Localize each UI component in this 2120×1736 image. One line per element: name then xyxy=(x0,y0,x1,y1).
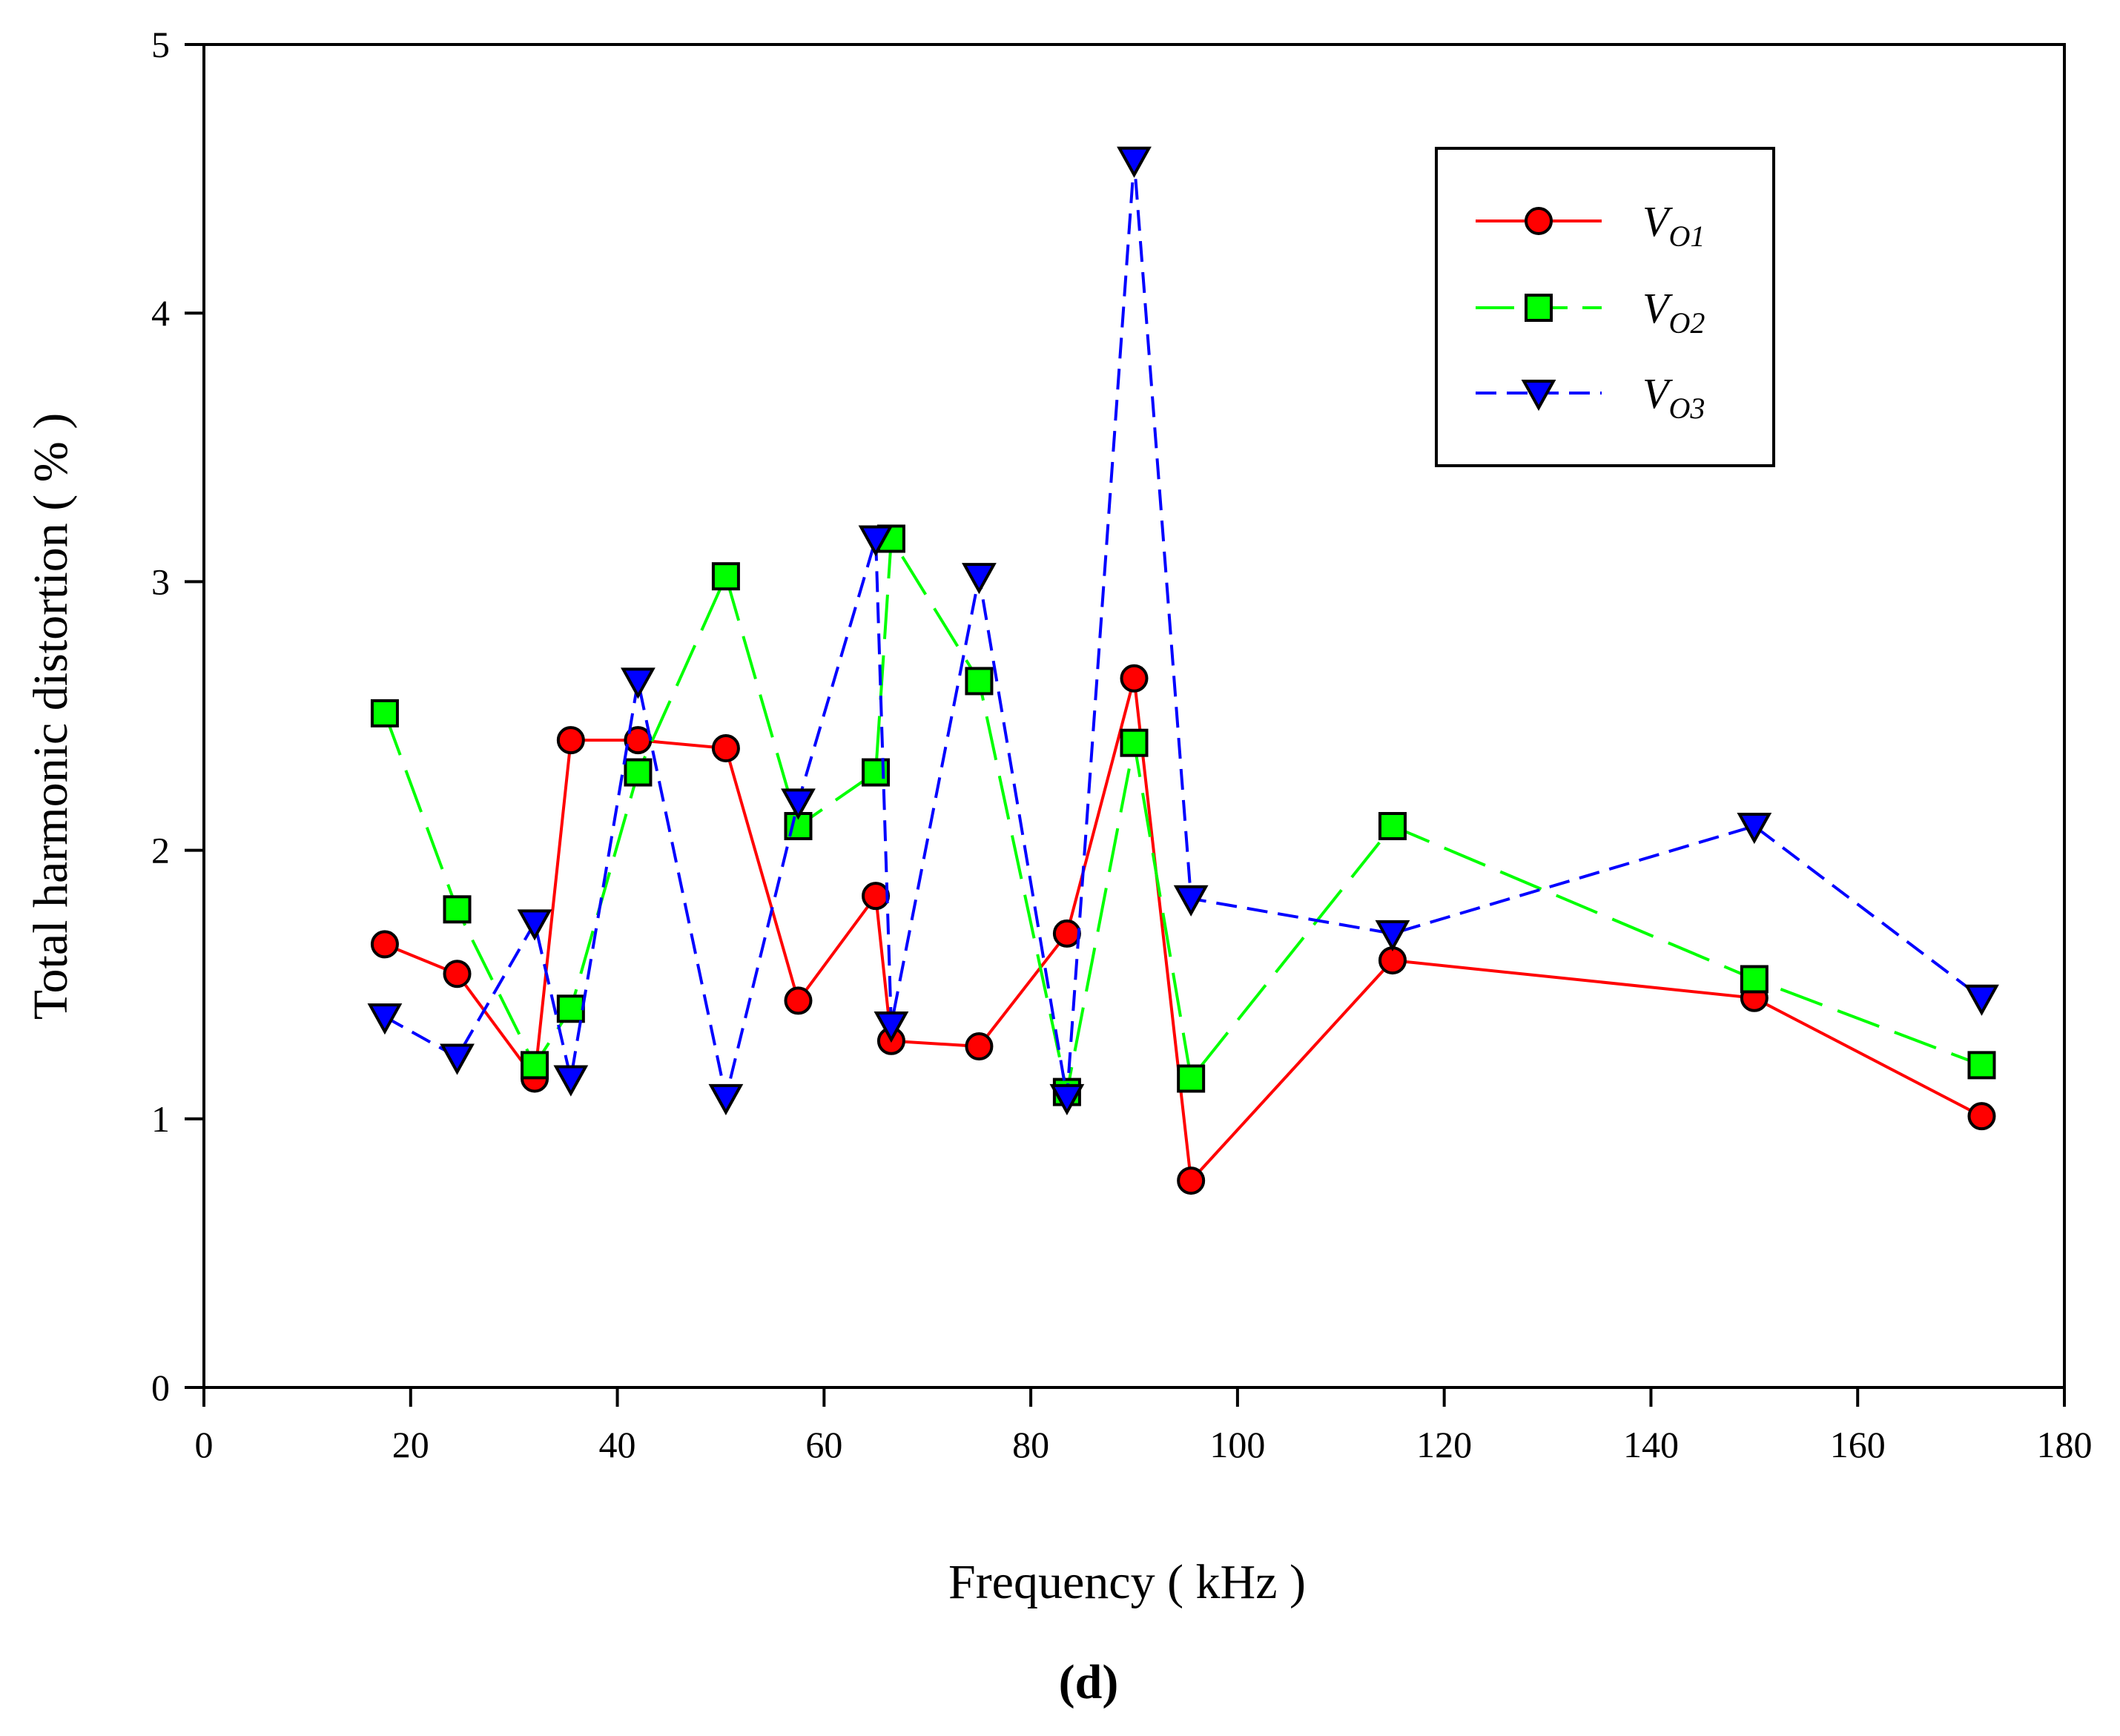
data-point-o1 xyxy=(862,882,891,911)
x-tick-label: 60 xyxy=(805,1424,842,1465)
data-point-o3 xyxy=(1964,984,1999,1016)
y-axis: 0 1 2 3 4 5 xyxy=(151,24,204,1408)
data-point-o1 xyxy=(784,986,813,1015)
data-point-o2 xyxy=(1177,1064,1206,1093)
legend: VO1 VO2 VO3 xyxy=(1435,147,1775,467)
legend-label: VO2 xyxy=(1642,284,1705,340)
data-point-o3 xyxy=(708,1083,744,1115)
x-tick-label: 0 xyxy=(195,1424,214,1465)
data-point-o3 xyxy=(1049,1083,1085,1115)
data-point-o3 xyxy=(962,563,997,595)
legend-marker xyxy=(1521,380,1556,412)
x-tick-label: 120 xyxy=(1416,1424,1472,1465)
data-point-o3 xyxy=(621,667,656,699)
data-point-o1 xyxy=(1052,919,1081,948)
x-tick-label: 160 xyxy=(1830,1424,1886,1465)
x-tick-label: 140 xyxy=(1623,1424,1679,1465)
data-point-o1 xyxy=(1378,946,1407,975)
data-point-o3 xyxy=(1737,813,1772,845)
data-point-o2 xyxy=(1740,965,1769,994)
data-point-o3 xyxy=(367,1003,403,1035)
data-point-o2 xyxy=(443,895,472,924)
legend-marker xyxy=(1525,207,1553,235)
data-point-o2 xyxy=(1378,812,1407,841)
data-point-o2 xyxy=(1120,728,1149,757)
data-point-o1 xyxy=(556,726,585,755)
series-line-o1 xyxy=(384,678,1983,1184)
data-point-o3 xyxy=(1375,920,1410,952)
data-point-o1 xyxy=(1177,1166,1206,1195)
data-point-o1 xyxy=(711,733,740,762)
legend-item-o2: VO2 xyxy=(1476,284,1705,340)
legend-marker xyxy=(1525,294,1553,322)
panel-label: (d) xyxy=(1059,1655,1119,1709)
x-tick-label: 20 xyxy=(392,1424,429,1465)
data-point-o1 xyxy=(370,930,399,959)
data-point-o3 xyxy=(874,1011,909,1043)
x-axis: 0 20 40 60 80 100 120 140 160 180 xyxy=(195,1387,2093,1465)
data-point-o1 xyxy=(1967,1102,1996,1131)
legend-item-o1: VO1 xyxy=(1476,197,1705,253)
y-tick-label: 1 xyxy=(151,1098,170,1140)
x-tick-label: 100 xyxy=(1209,1424,1265,1465)
data-point-o1 xyxy=(443,960,472,989)
data-point-o2 xyxy=(370,699,399,727)
data-point-o3 xyxy=(1117,146,1152,178)
x-tick-label: 40 xyxy=(599,1424,636,1465)
y-tick-label: 3 xyxy=(151,561,170,602)
data-point-o3 xyxy=(517,909,552,941)
series-layer xyxy=(367,146,1999,1195)
series-o1 xyxy=(370,664,1996,1195)
data-point-o2 xyxy=(624,758,653,787)
y-tick-label: 0 xyxy=(151,1367,170,1408)
data-point-o3 xyxy=(781,788,816,820)
series-o2 xyxy=(370,524,1996,1106)
y-tick-label: 4 xyxy=(151,292,170,334)
data-point-o2 xyxy=(965,667,994,696)
plot-frame xyxy=(202,43,2066,1389)
data-point-o2 xyxy=(1967,1051,1996,1080)
x-axis-title: Frequency ( kHz ) xyxy=(948,1555,1306,1609)
data-point-o1 xyxy=(965,1032,994,1061)
data-point-o3 xyxy=(1173,885,1209,917)
x-tick-label: 180 xyxy=(2037,1424,2093,1465)
data-point-o3 xyxy=(858,525,894,557)
data-point-o3 xyxy=(553,1065,589,1097)
series-line-o3 xyxy=(383,159,1983,1098)
series-line-o2 xyxy=(383,534,1983,1092)
legend-items: VO1 VO2 VO3 xyxy=(1476,197,1705,425)
series-o3 xyxy=(367,146,1999,1115)
legend-label: VO1 xyxy=(1642,197,1705,253)
y-axis-title: Total harmonic distortion ( % ) xyxy=(24,413,78,1020)
data-point-o2 xyxy=(556,994,585,1023)
data-point-o3 xyxy=(440,1043,475,1075)
y-tick-label: 5 xyxy=(151,24,170,65)
y-tick-label: 2 xyxy=(151,830,170,871)
legend-item-o3: VO3 xyxy=(1476,369,1705,425)
data-point-o2 xyxy=(711,562,740,591)
legend-label: VO3 xyxy=(1642,369,1705,425)
x-tick-label: 80 xyxy=(1012,1424,1049,1465)
data-point-o2 xyxy=(521,1051,549,1080)
data-point-o1 xyxy=(1120,664,1149,693)
